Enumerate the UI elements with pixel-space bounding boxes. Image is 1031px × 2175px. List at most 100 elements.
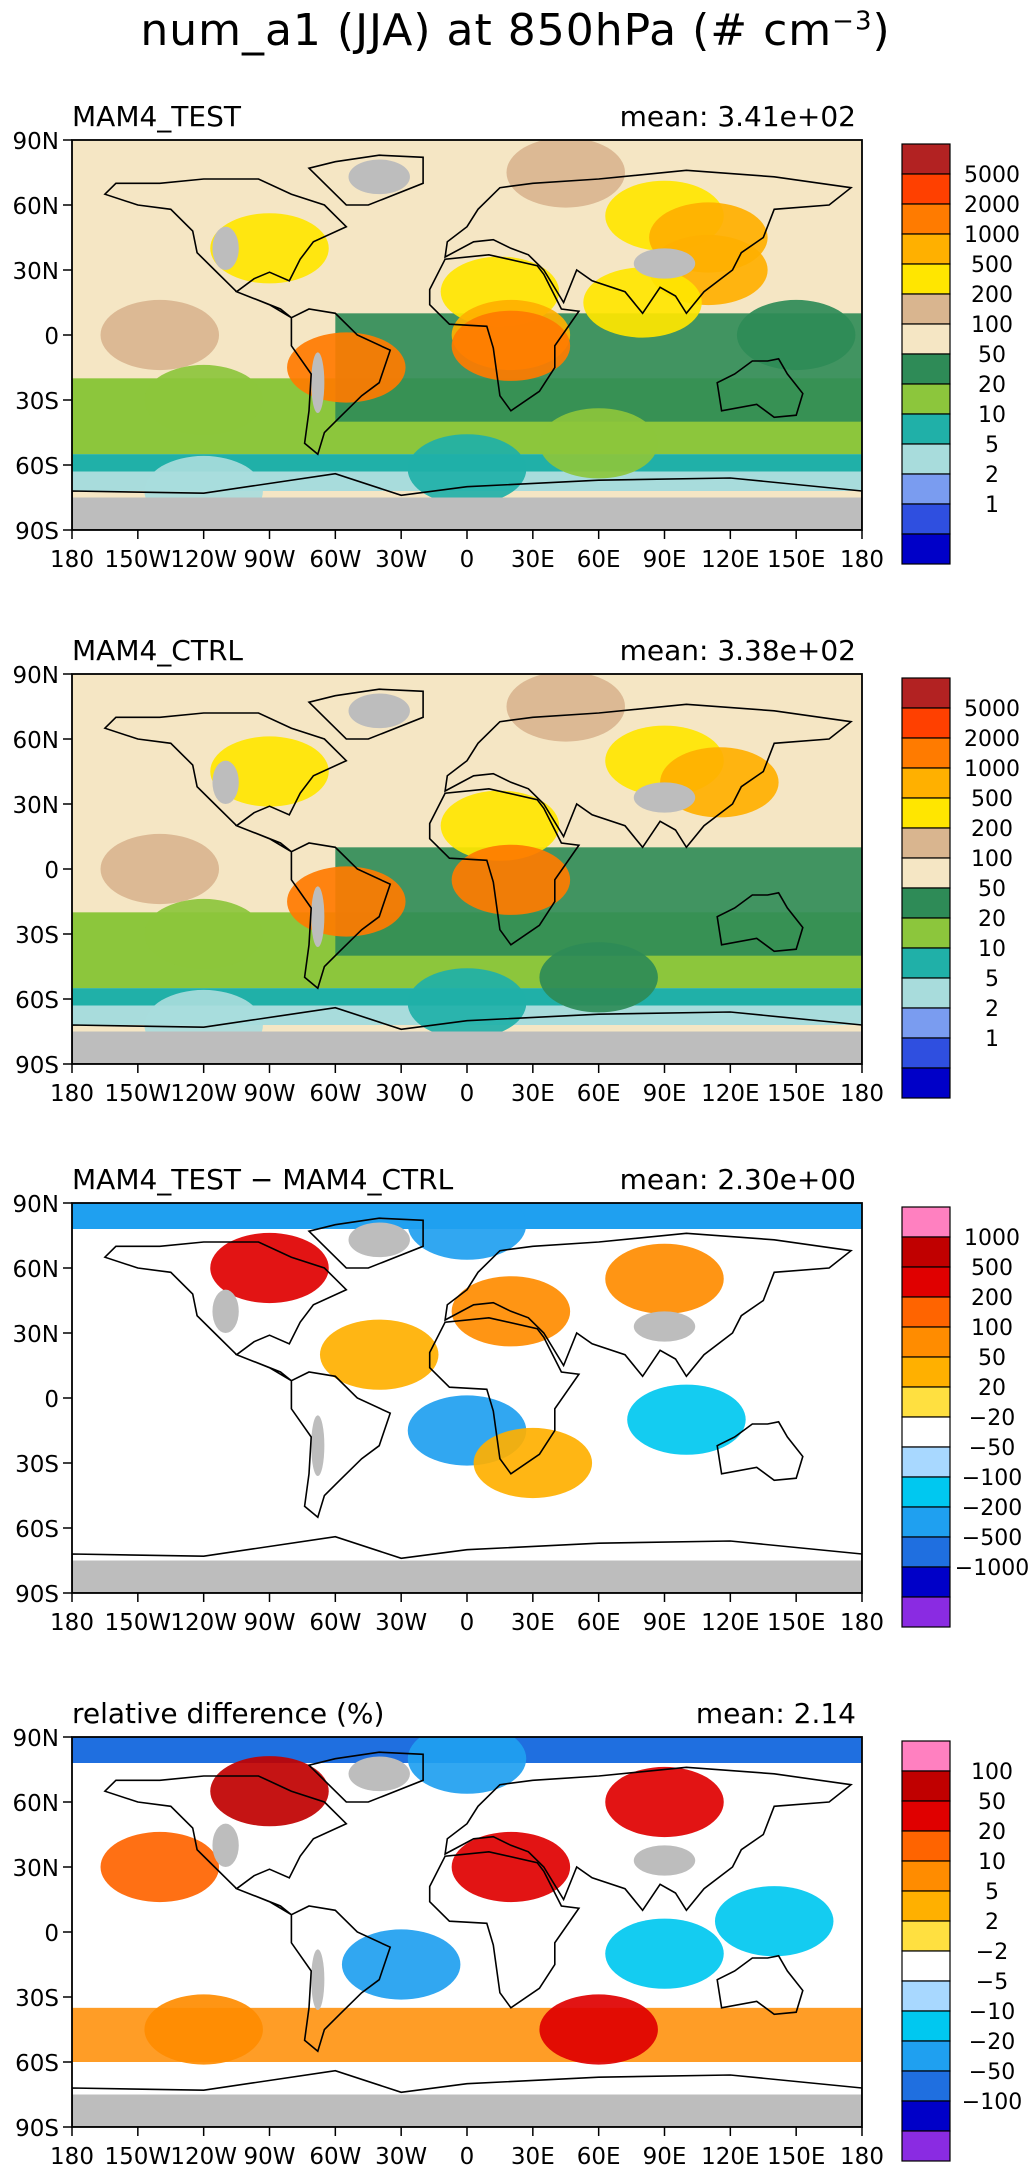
colorbar-box xyxy=(901,533,951,565)
field-region xyxy=(539,1994,658,2065)
coastline-south-america xyxy=(290,842,392,990)
x-tick-label: 180 xyxy=(50,547,94,573)
y-tick-label: 0 xyxy=(44,858,59,884)
colorbar-box xyxy=(901,203,951,235)
panel-title: relative difference (%) xyxy=(72,1697,384,1730)
colorbar-label: 1000 xyxy=(964,1226,1020,1251)
x-tick-label: 30W xyxy=(375,547,427,573)
panel-mean-label: mean: 3.41e+02 xyxy=(620,100,856,133)
colorbar-label: 10 xyxy=(978,937,1006,962)
x-tick-label: 60W xyxy=(309,2144,361,2170)
map-panel-MAM4_TEST: MAM4_TEST mean: 3.41e+02 90N 60N 30N 0 30S 60S 9… xyxy=(13,100,1020,573)
y-tick-label: 90N xyxy=(13,1192,59,1218)
y-tick-label: 30S xyxy=(15,923,59,949)
x-tick-label: 90E xyxy=(643,1081,687,1107)
colorbar-box xyxy=(901,1067,951,1099)
colorbar-box xyxy=(901,263,951,295)
colorbar-label: 200 xyxy=(971,283,1013,308)
coastline-north-america xyxy=(103,178,348,319)
coastline-greenland xyxy=(307,1751,424,1803)
field-region xyxy=(287,866,406,937)
field-band xyxy=(335,847,862,956)
coastline-australia xyxy=(716,1420,804,1482)
x-tick-label: 150E xyxy=(767,1610,825,1636)
field-region xyxy=(144,898,263,970)
colorbar-box xyxy=(901,2130,951,2162)
y-tick-label: 30N xyxy=(13,259,59,285)
field-region xyxy=(100,1831,220,1903)
colorbar-label: 2 xyxy=(985,463,999,488)
colorbar-box xyxy=(901,1296,951,1328)
colorbar-box xyxy=(901,173,951,205)
field-region xyxy=(210,1756,329,1827)
coastline-antarctica xyxy=(72,2069,862,2127)
colorbar-label: 2 xyxy=(985,1910,999,1935)
colorbar-box xyxy=(901,827,951,859)
x-tick-label: 180 xyxy=(840,547,884,573)
panel-title: MAM4_CTRL xyxy=(72,634,243,667)
colorbar-label: 500 xyxy=(971,253,1013,278)
colorbar-box xyxy=(901,2100,951,2132)
colorbar-box xyxy=(901,503,951,535)
colorbar-box xyxy=(901,293,951,325)
y-tick-label: 60S xyxy=(15,2051,59,2077)
masked-antarctica xyxy=(72,1560,862,1593)
y-tick-label: 60N xyxy=(13,194,59,220)
coastline-greenland xyxy=(307,154,424,206)
x-tick-label: 180 xyxy=(50,2144,94,2170)
field-region xyxy=(440,790,560,861)
colorbar-box xyxy=(901,2010,951,2042)
field-region xyxy=(407,968,527,1039)
colorbar-label: 20 xyxy=(978,1820,1006,1845)
x-tick-label: 90W xyxy=(243,2144,295,2170)
x-tick-label: 0 xyxy=(460,1081,475,1107)
coastline-eurasia xyxy=(444,169,853,315)
coastline-eurasia xyxy=(444,1766,853,1912)
field-layer xyxy=(72,674,862,1064)
y-tick-label: 90N xyxy=(13,1726,59,1752)
field-region xyxy=(627,1384,746,1455)
colorbar-label: 100 xyxy=(971,1760,1013,1785)
y-tick-label: 30S xyxy=(15,1986,59,2012)
masked-area xyxy=(348,1756,410,1792)
x-tick-label: 60E xyxy=(577,2144,621,2170)
colorbar-box xyxy=(901,1980,951,2012)
colorbar-box xyxy=(901,1830,951,1862)
masked-antarctica xyxy=(72,497,862,530)
colorbar-box xyxy=(901,1860,951,1892)
x-tick-label: 120W xyxy=(170,1081,237,1107)
y-tick-label: 30S xyxy=(15,389,59,415)
field-region xyxy=(100,299,220,371)
colorbar-box xyxy=(901,737,951,769)
colorbar-box xyxy=(901,1740,951,1772)
coastline-north-america xyxy=(103,712,348,853)
x-tick-label: 0 xyxy=(460,1610,475,1636)
y-tick-label: 30N xyxy=(13,1856,59,1882)
colorbar-box xyxy=(901,887,951,919)
colorbar-label: 2000 xyxy=(964,193,1020,218)
colorbar-box xyxy=(901,917,951,949)
colorbar-box xyxy=(901,1950,951,1982)
panel-title: MAM4_TEST − MAM4_CTRL xyxy=(72,1163,454,1196)
x-tick-label: 60E xyxy=(577,1081,621,1107)
masked-area xyxy=(311,886,325,948)
field-region xyxy=(407,434,527,505)
x-tick-label: 90W xyxy=(243,1610,295,1636)
figure-title: num_a1 (JJA) at 850hPa (# cm−3) xyxy=(0,0,1031,62)
colorbar-box xyxy=(901,1596,951,1628)
x-tick-label: 0 xyxy=(460,2144,475,2170)
x-tick-label: 30W xyxy=(375,2144,427,2170)
colorbar-box xyxy=(901,1266,951,1298)
figure-title-suffix: ) xyxy=(872,5,891,56)
field-region xyxy=(451,844,571,915)
x-tick-label: 180 xyxy=(50,1081,94,1107)
x-tick-label: 150E xyxy=(767,1081,825,1107)
coastline-greenland xyxy=(307,1217,424,1269)
y-tick-label: 0 xyxy=(44,1387,59,1413)
colorbar-box xyxy=(901,233,951,265)
coastline-antarctica xyxy=(72,1535,862,1593)
colorbar-box xyxy=(901,1386,951,1418)
colorbar-label: −2 xyxy=(976,1940,1008,1965)
colorbar-label: 20 xyxy=(978,1376,1006,1401)
masked-area xyxy=(348,159,410,195)
